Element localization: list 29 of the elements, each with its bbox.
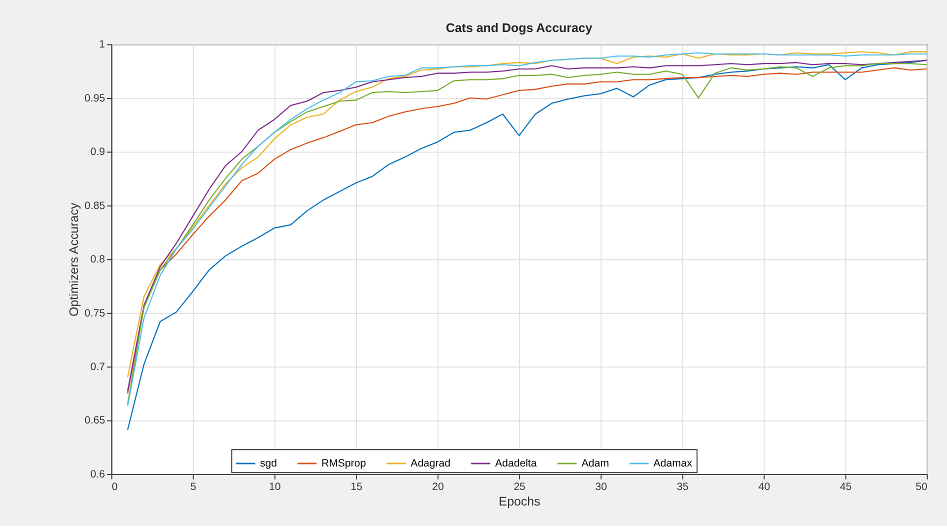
x-tick-label: 25	[514, 480, 526, 493]
y-tick-label: 0.75	[84, 307, 106, 320]
y-axis-title: Optimizers Accuracy	[66, 202, 81, 316]
x-tick-label: 50	[916, 480, 928, 493]
y-tick-label: 0.7	[90, 360, 106, 373]
x-tick-label: 0	[112, 480, 118, 493]
y-tick-label: 1	[99, 38, 106, 51]
x-tick-label: 30	[595, 480, 608, 493]
y-tick-label: 0.65	[84, 414, 106, 427]
x-tick-label: 40	[758, 480, 770, 493]
x-axis-title: Epochs	[498, 494, 540, 508]
y-tick-label: 0.6	[90, 468, 106, 480]
legend-label: RMSprop	[321, 457, 366, 470]
legend-label: Adagrad	[410, 457, 451, 470]
legend-label: Adam	[581, 457, 610, 470]
x-tick-label: 35	[676, 480, 689, 493]
y-tick-label: 0.95	[84, 92, 106, 104]
y-tick-label: 0.9	[90, 146, 106, 158]
legend-label: Adamax	[653, 457, 693, 470]
x-tick-label: 45	[840, 480, 852, 493]
legend-label: Adadelta	[495, 457, 537, 470]
x-tick-label: 15	[350, 480, 362, 493]
chart-title: Cats and Dogs Accuracy	[446, 20, 592, 35]
y-tick-label: 0.8	[90, 254, 106, 266]
legend-label: sgd	[260, 457, 278, 470]
y-tick-label: 0.85	[84, 200, 106, 212]
x-tick-label: 5	[190, 480, 196, 493]
x-tick-label: 10	[269, 480, 281, 493]
x-tick-label: 20	[432, 480, 444, 493]
